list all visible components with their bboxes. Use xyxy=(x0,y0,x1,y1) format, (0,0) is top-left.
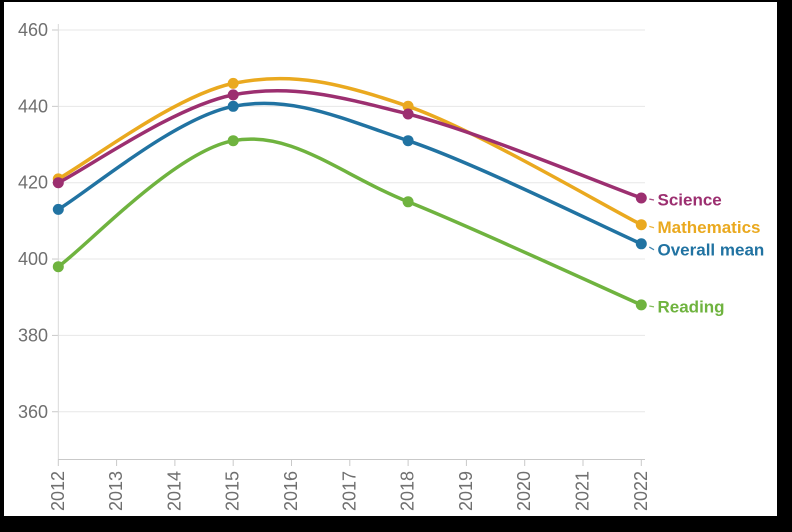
x-tick-label: 2018 xyxy=(398,471,418,511)
label-connector-overall-mean xyxy=(648,246,655,251)
label-connector-science xyxy=(649,198,655,201)
x-tick-label: 2017 xyxy=(339,471,359,511)
series-label-overall-mean: Overall mean xyxy=(658,240,765,259)
y-tick-label: 380 xyxy=(18,325,48,345)
y-tick-label: 460 xyxy=(18,20,48,40)
y-tick-label: 420 xyxy=(18,173,48,193)
series-label-mathematics: Mathematics xyxy=(658,218,761,237)
data-point-mathematics xyxy=(402,100,414,112)
data-point-science xyxy=(635,192,647,204)
x-tick-label: 2022 xyxy=(631,471,651,511)
data-point-science xyxy=(52,177,64,189)
data-point-overall-mean xyxy=(635,238,647,250)
x-tick-label: 2016 xyxy=(281,471,301,511)
series-label-science: Science xyxy=(658,190,722,209)
label-connector-reading xyxy=(649,305,655,308)
series-line-science xyxy=(56,88,644,200)
data-point-overall-mean xyxy=(227,100,239,112)
data-point-overall-mean xyxy=(402,135,414,147)
data-point-reading xyxy=(227,135,239,147)
x-tick-label: 2013 xyxy=(106,471,126,511)
data-point-mathematics xyxy=(227,77,239,89)
x-tick-label: 2021 xyxy=(573,471,593,511)
data-point-reading xyxy=(635,299,647,311)
y-tick-label: 440 xyxy=(18,96,48,116)
series-line-overall-mean xyxy=(56,101,644,246)
x-tick-label: 2015 xyxy=(223,471,243,511)
label-connector-mathematics xyxy=(649,225,655,229)
data-point-mathematics xyxy=(635,219,647,231)
series-line-mathematics xyxy=(56,76,644,227)
x-tick-label: 2019 xyxy=(456,471,476,511)
x-tick-label: 2020 xyxy=(514,471,534,511)
series-line-reading xyxy=(56,137,644,307)
y-tick-label: 400 xyxy=(18,249,48,269)
data-point-overall-mean xyxy=(52,203,64,215)
data-point-science xyxy=(402,108,414,120)
data-point-reading xyxy=(52,261,64,273)
pisa-scores-line-chart: 360 380 400 420 440 460 2012 2013 2014 2015 2016 20… xyxy=(18,20,765,511)
x-tick-label: 2014 xyxy=(164,471,184,511)
y-tick-label: 360 xyxy=(18,402,48,422)
chart-card: 360 380 400 420 440 460 2012 2013 2014 2015 2016 20… xyxy=(4,2,777,516)
data-point-science xyxy=(227,89,239,101)
x-tick-label: 2012 xyxy=(48,471,68,511)
data-point-reading xyxy=(402,196,414,208)
series-label-reading: Reading xyxy=(658,297,725,316)
